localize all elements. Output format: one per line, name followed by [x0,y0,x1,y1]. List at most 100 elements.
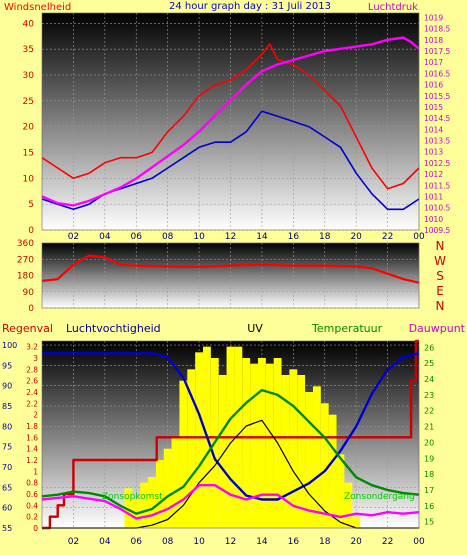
direction-y-tick-label: 360 [17,239,34,249]
wind-y-tick-label: 40 [23,19,35,29]
rain-y-tick-label: 1 [33,467,38,476]
wind-direction-line [41,254,420,284]
pressure-y-tick-label: 1010.5 [424,204,450,213]
legend-luchtvochtigheid: Luchtvochtigheid [66,322,161,335]
pressure-y-tick-label: 1014 [424,125,443,134]
uv-bar [289,369,298,528]
x-tick-label: 06 [131,537,143,547]
pressure-line [41,36,420,207]
legend-regenval: Regenval [2,322,53,335]
pressure-y-tick-label: 1013.5 [424,137,450,146]
compass-label: E [436,284,444,298]
wind-y-tick-label: 25 [23,97,34,107]
x-tick-label: 18 [319,232,331,242]
temperature-y-tick-label: 16 [424,502,434,511]
uv-bar [155,460,164,528]
x-tick-label: 16 [288,537,300,547]
wind-y-tick-label: 0 [28,226,34,236]
x-tick-label: 12 [225,232,236,242]
wind-grid [42,13,420,231]
temperature-y-tick-label: 18 [424,470,434,479]
dewpoint-line [41,484,420,520]
plot-frame [41,340,420,529]
x-tick-label: 14 [256,232,268,242]
wind-axis-label: Windsnelheid [4,2,71,13]
rain-y-tick-label: 0 [33,524,38,533]
temperature-line [41,388,420,515]
wind-y-ticks: 0 5 10 15 20 25 30 35 40 [23,19,35,236]
wind-gust-line [41,43,420,190]
temperature-y-tick-label: 19 [424,454,434,463]
pressure-y-tick-label: 1017 [424,58,443,67]
uv-bar [257,358,266,528]
temperature-y-tick-label: 24 [424,375,434,384]
plot-frame [41,12,420,231]
pressure-y-tick-label: 1013 [424,148,443,157]
temperature-y-tick-label: 20 [424,438,434,447]
direction-y-tick-label: 90 [23,288,35,298]
uv-bar [352,516,361,528]
compass-label: N [436,239,445,253]
rain-y-tick-label: 2.8 [26,365,38,374]
pressure-y-tick-label: 1012.5 [424,159,450,168]
pressure-y-tick-label: 1011 [424,192,443,201]
x-tick-label: 02 [68,537,79,547]
climate-series [41,339,420,530]
temperature-y-tick-label: 15 [424,518,434,527]
uv-bar [179,380,188,528]
humidity-y-tick-label: 55 [2,524,12,533]
uv-bar [305,392,313,528]
humidity-y-tick-label: 70 [2,463,12,472]
rain-y-tick-label: 1.8 [26,422,38,431]
rain-y-tick-label: 1.2 [26,456,38,465]
temperature-y-tick-label: 26 [424,343,434,352]
rain-y-tick-label: 2.4 [26,388,38,397]
humidity-y-tick-label: 60 [2,504,12,513]
x-tick-label: 22 [382,232,393,242]
temperature-y-tick-label: 23 [424,391,434,400]
wind-y-tick-label: 35 [23,45,34,55]
pressure-y-ticks: 1009.5 1010 1010.5 1011 1011.5 1012 1012.5 1013… [424,13,450,235]
x-tick-label: 04 [99,537,111,547]
uv-bar [140,482,149,528]
uv-bar [124,488,133,528]
compass-label: W [434,254,446,268]
direction-y-tick-label: 180 [17,272,34,282]
x-tick-label: 16 [288,232,300,242]
wind-series [41,36,420,211]
rain-y-tick-label: 1.6 [26,433,38,442]
climate-chart: Regenval Luchtvochtigheid UV Temperatuur… [2,322,466,547]
chart-title: 24 hour graph day : 31 Juli 2013 [169,1,331,12]
uv-bar [312,386,321,528]
pressure-y-tick-label: 1018 [424,36,443,45]
direction-y-tick-label: 0 [28,304,34,314]
rain-y-tick-label: 2.2 [26,399,38,408]
temperature-y-ticks: 15 16 17 18 19 20 21 22 23 24 25 26 [424,343,434,526]
uv-bar [187,369,196,528]
compass-label: N [436,299,445,313]
x-tick-label: 08 [162,232,174,242]
wind-pressure-chart: Windsnelheid 24 hour graph day : 31 Juli… [4,1,450,242]
pressure-y-tick-label: 1010 [424,215,443,224]
x-tick-label: 14 [256,537,268,547]
rain-line [42,339,419,530]
wind-y-tick-label: 5 [28,200,34,210]
wind-y-tick-label: 15 [23,149,34,159]
rain-y-ticks: 0 0.2 0.4 0.6 0.8 1 1.2 1.4 1.6 1.8 2 2.2 2.4 2.6 2.8 3… [26,343,38,533]
humidity-line [42,352,420,501]
humidity-y-tick-label: 65 [2,483,12,492]
uv-bar [336,454,345,528]
x-tick-label: 20 [350,232,362,242]
humidity-y-tick-label: 80 [2,422,12,431]
uv-bar [171,437,180,528]
compass-label: S [436,269,444,283]
wind-y-tick-label: 20 [23,123,35,133]
uv-bar [297,375,306,528]
direction-series [41,254,420,284]
legend-temperatuur: Temperatuur [311,322,383,335]
legend-uv: UV [247,322,263,335]
rain-y-tick-label: 0.6 [26,490,38,499]
humidity-y-tick-label: 90 [2,382,12,391]
plot-frame [41,242,420,309]
